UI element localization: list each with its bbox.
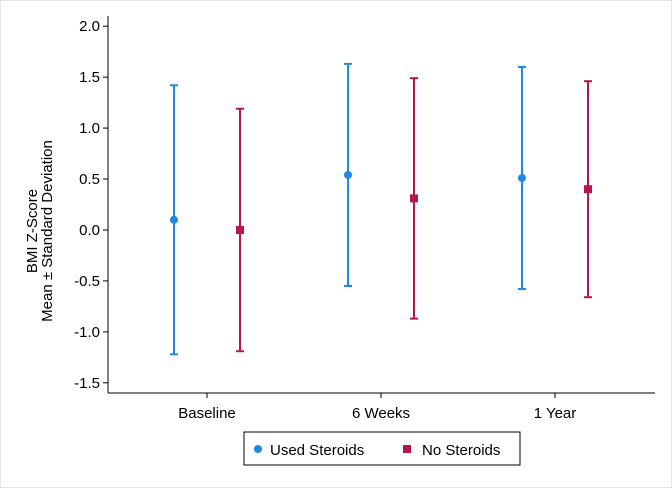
legend-label-no-steroids: No Steroids (422, 442, 500, 459)
y-tick-label: -1.5 (74, 375, 100, 392)
y-tick-label: -1.0 (74, 324, 100, 341)
axes: -1.5 -1.0 -0.5 0.0 0.5 1.0 1.5 2.0 Baseline 6 Wee… (74, 16, 655, 422)
legend-label-used-steroids: Used Steroids (270, 442, 364, 459)
point-no-steroids (584, 185, 592, 194)
y-tick-label: 1.5 (79, 69, 100, 86)
y-tick-label: 2.0 (79, 18, 100, 35)
x-tick-label-6-weeks: 6 Weeks (352, 405, 410, 422)
point-no-steroids (236, 225, 244, 234)
point-no-steroids (410, 194, 418, 203)
point-used-steroids (344, 170, 352, 179)
y-tick-label: -0.5 (74, 273, 100, 290)
y-tick-label: 0.0 (79, 222, 100, 239)
x-tick-label-1-year: 1 Year (534, 405, 577, 422)
legend-marker-no-steroids (403, 445, 411, 453)
data-marks (170, 62, 592, 356)
point-used-steroids (170, 215, 178, 224)
legend: Used Steroids No Steroids (243, 431, 521, 466)
legend-marker-used-steroids (254, 445, 262, 453)
y-tick-label: 0.5 (79, 171, 100, 188)
legend-box (243, 431, 521, 466)
y-tick-label: 1.0 (79, 120, 100, 137)
x-tick-label-baseline: Baseline (178, 405, 236, 422)
y-axis-title-line-2: Mean ± Standard Deviation (39, 140, 56, 322)
y-axis-title-line-1: BMI Z-Score (24, 189, 41, 273)
point-used-steroids (518, 174, 526, 183)
